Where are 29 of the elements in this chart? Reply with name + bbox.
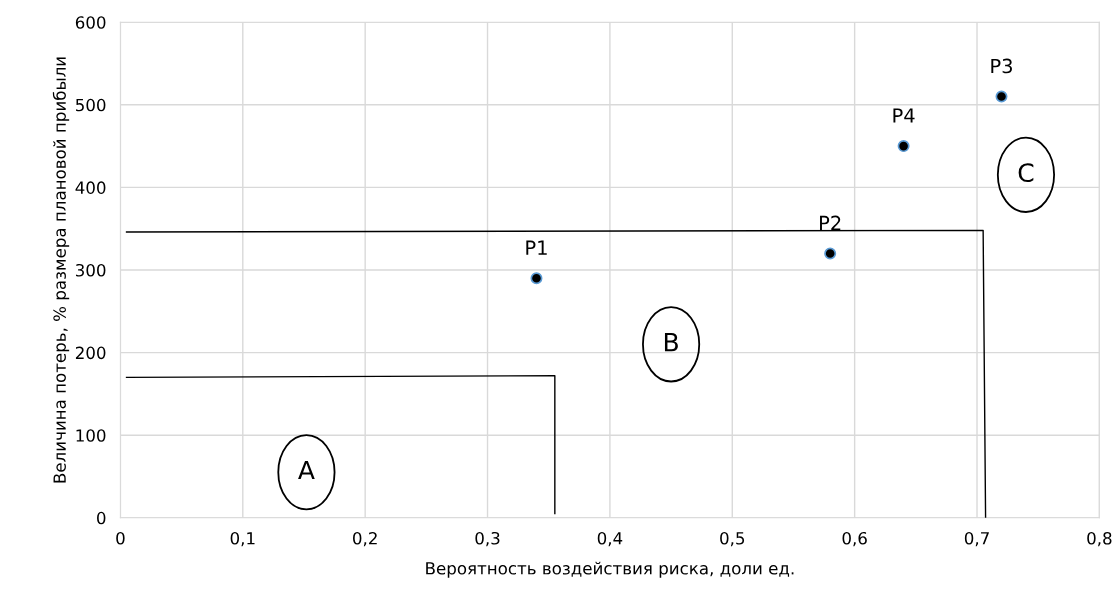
annotation: P2 (820, 215, 841, 230)
x-tick-label: 0 (116, 531, 125, 545)
point (995, 90, 1008, 103)
x-axis-title: Вероятность воздействия риска, доли ед. (426, 561, 794, 578)
y-tick-label: 600 (75, 16, 106, 29)
y-tick-label: 400 (75, 181, 106, 194)
y-tick-label: 200 (75, 346, 106, 360)
annotation: P3 (991, 58, 1012, 74)
annotation: A (298, 460, 315, 480)
y-tick-label: 500 (76, 98, 106, 112)
x-tick-label: 0,5 (720, 531, 745, 547)
y-tick-label: 0 (97, 511, 106, 525)
x-tick-label: 0,8 (1087, 531, 1112, 547)
annotation: B (664, 333, 678, 352)
x-tick-label: 0,3 (475, 531, 500, 547)
x-tick-label: 0,7 (964, 531, 989, 547)
x-tick-label: 0,4 (597, 531, 623, 547)
y-tick-label: 100 (76, 429, 106, 442)
annotation: P1 (526, 240, 547, 255)
point (824, 247, 837, 260)
annotation: C (1018, 163, 1034, 183)
point (897, 140, 910, 153)
y-axis-title: Величина потерь, % размера плановой прибыли (52, 57, 70, 483)
x-tick-label: 0,1 (230, 531, 255, 547)
y-tick-label: 300 (75, 263, 106, 277)
point (530, 272, 543, 285)
x-tick-label: 0,2 (353, 531, 377, 547)
x-tick-label: 0,6 (842, 531, 867, 547)
annotation: P4 (893, 108, 915, 123)
